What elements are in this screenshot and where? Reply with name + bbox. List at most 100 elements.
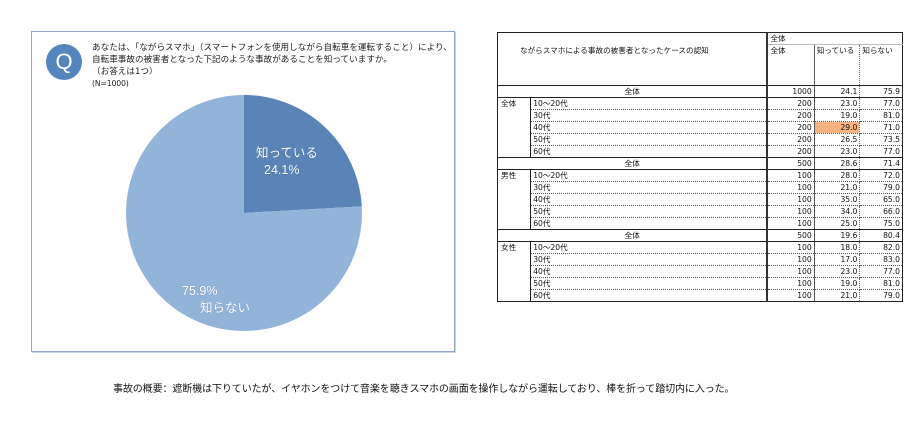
table-total-row: 全体 500 28.6 71.4 xyxy=(497,157,903,170)
cell-n: 100 xyxy=(766,205,815,218)
cell-n: 500 xyxy=(766,229,815,242)
cell-knows: 26.5 xyxy=(814,133,861,146)
cell-n: 200 xyxy=(766,145,815,158)
cell-unaware: 72.0 xyxy=(859,169,903,182)
cell-knows: 35.0 xyxy=(814,193,861,206)
table-row: 40代 200 29.0 71.0 xyxy=(498,121,903,134)
cell-unaware: 71.4 xyxy=(859,157,903,170)
cell-unaware: 82.0 xyxy=(859,241,903,254)
question-panel: Q あなたは、「ながらスマホ」（スマートフォンを使用しながら自転車を運転すること… xyxy=(31,31,455,352)
cell-knows: 19.0 xyxy=(814,277,861,290)
table-row: 30代 100 17.0 83.0 xyxy=(498,253,903,266)
cell-knows: 21.0 xyxy=(814,181,861,194)
sample-size: (N=1000) xyxy=(92,79,129,88)
column-header-knows: 知っている xyxy=(814,44,861,86)
pie-label-unaware: 75.9% 知らない xyxy=(182,284,251,315)
question-text: あなたは、「ながらスマホ」（スマートフォンを使用しながら自転車を運転すること）に… xyxy=(92,42,452,90)
total-label: 全体 xyxy=(497,229,768,242)
row-label: 60代 xyxy=(530,145,768,158)
table-total-row: 全体 1000 24.1 75.9 xyxy=(497,85,903,98)
pie-slice-knows xyxy=(244,95,362,213)
cell-n: 500 xyxy=(766,157,815,170)
table-row: 全体 10〜20代 200 23.0 77.0 xyxy=(496,97,903,158)
cell-unaware: 77.0 xyxy=(859,265,903,278)
cell-n: 200 xyxy=(766,121,815,134)
pie-chart: 知っている 24.1% 75.9% 知らない xyxy=(124,93,364,333)
question-line: あなたは、「ながらスマホ」（スマートフォンを使用しながら自転車を運転すること）に… xyxy=(92,43,452,53)
cell-knows: 23.0 xyxy=(814,265,861,278)
pie-slice-unaware xyxy=(125,95,362,331)
table-row: 60代 100 21.0 79.0 xyxy=(498,289,903,302)
table-total-row: 全体 500 19.6 80.4 xyxy=(497,229,903,242)
cell-n: 100 xyxy=(766,277,815,290)
column-header-total: 全体 xyxy=(766,44,815,86)
cell-unaware: 81.0 xyxy=(859,277,903,290)
cell-knows: 17.0 xyxy=(814,253,861,266)
pie-svg xyxy=(125,95,362,331)
table-row: 60代 100 25.0 75.0 xyxy=(498,217,903,230)
header-group: 全体 xyxy=(766,32,904,45)
row-label: 30代 xyxy=(530,109,768,122)
q-badge-icon: Q xyxy=(46,44,82,80)
crosstab-table: ながらスマホによる事故の被害者となったケースの認知 全体 全体 知っている 知ら… xyxy=(496,32,904,302)
table-row: 男性 10〜20代 100 28.0 72.0 xyxy=(496,169,903,230)
cell-n: 100 xyxy=(766,265,815,278)
cell-n: 100 xyxy=(766,181,815,194)
cell-n: 100 xyxy=(766,217,815,230)
cell-unaware: 83.0 xyxy=(859,253,903,266)
cell-unaware: 80.4 xyxy=(859,229,903,242)
group-label: 女性 xyxy=(496,241,532,302)
cell-knows: 19.0 xyxy=(814,109,861,122)
row-label: 30代 xyxy=(530,181,768,194)
cell-n: 100 xyxy=(766,289,815,302)
table-row: 50代 100 19.0 81.0 xyxy=(498,277,903,290)
row-label: 10〜20代 xyxy=(530,97,768,110)
cell-n: 200 xyxy=(766,133,815,146)
row-label: 40代 xyxy=(530,265,768,278)
cell-unaware: 79.0 xyxy=(859,289,903,302)
table-row: 40代 100 23.0 77.0 xyxy=(498,265,903,278)
row-label: 50代 xyxy=(530,205,768,218)
cell-unaware: 75.0 xyxy=(859,217,903,230)
cell-n: 100 xyxy=(766,193,815,206)
cell-knows: 25.0 xyxy=(814,217,861,230)
cell-n: 200 xyxy=(766,109,815,122)
table-row: 30代 200 19.0 81.0 xyxy=(498,109,903,122)
cell-knows: 28.0 xyxy=(814,169,861,182)
row-label: 10〜20代 xyxy=(530,169,768,182)
cell-n: 1000 xyxy=(766,85,815,98)
question-line: 自転車事故の被害者となった下記のような事故があることを知っていますか。 xyxy=(92,55,392,65)
cell-unaware: 77.0 xyxy=(859,145,903,158)
cell-n: 200 xyxy=(766,97,815,110)
cell-unaware: 81.0 xyxy=(859,109,903,122)
group-label: 全体 xyxy=(496,97,532,158)
row-label: 50代 xyxy=(530,133,768,146)
cell-n: 100 xyxy=(766,169,815,182)
row-label: 40代 xyxy=(530,121,768,134)
table-row: 40代 100 35.0 65.0 xyxy=(498,193,903,206)
cell-knows: 29.0 xyxy=(814,121,861,134)
table-row: 30代 100 21.0 79.0 xyxy=(498,181,903,194)
row-label: 50代 xyxy=(530,277,768,290)
question-line: （お答えは1つ） xyxy=(92,67,158,77)
table-row: 50代 200 26.5 73.5 xyxy=(498,133,903,146)
row-label: 60代 xyxy=(530,289,768,302)
group-label: 男性 xyxy=(496,169,532,230)
cell-unaware: 71.0 xyxy=(859,121,903,134)
row-label: 60代 xyxy=(530,217,768,230)
table-title: ながらスマホによる事故の被害者となったケースの認知 xyxy=(497,32,768,86)
row-label: 10〜20代 xyxy=(530,241,768,254)
cell-knows: 19.6 xyxy=(814,229,861,242)
accident-summary-caption: 事故の概要：遮断機は下りていたが、イヤホンをつけて音楽を聴きスマホの画面を操作し… xyxy=(113,384,735,395)
table-row: 50代 100 34.0 66.0 xyxy=(498,205,903,218)
cell-knows: 28.6 xyxy=(814,157,861,170)
cell-n: 100 xyxy=(766,253,815,266)
cell-unaware: 75.9 xyxy=(859,85,903,98)
table-row: 女性 10〜20代 100 18.0 82.0 xyxy=(496,241,903,302)
cell-knows: 34.0 xyxy=(814,205,861,218)
cell-unaware: 65.0 xyxy=(859,193,903,206)
cell-knows: 21.0 xyxy=(814,289,861,302)
cell-unaware: 79.0 xyxy=(859,181,903,194)
column-header-unaware: 知らない xyxy=(859,44,903,86)
cell-knows: 24.1 xyxy=(814,85,861,98)
